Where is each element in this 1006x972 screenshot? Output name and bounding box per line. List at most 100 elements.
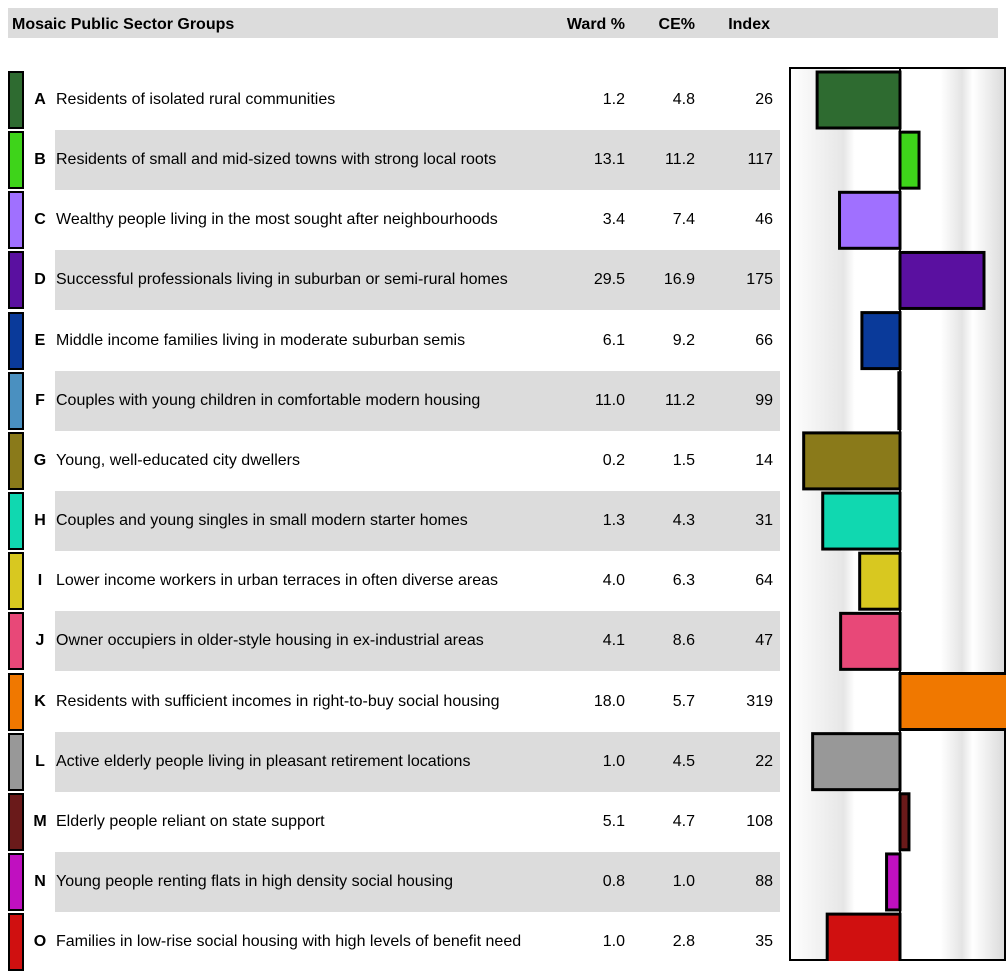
color-swatch [8,552,24,611]
row-description: Successful professionals living in subur… [56,250,546,310]
description-text: Couples with young children in comfortab… [56,391,481,409]
row-description: Lower income workers in urban terraces i… [56,551,546,611]
color-swatch [8,71,24,129]
ce-value: 9.2 [672,331,695,349]
bar [839,611,902,671]
bar [898,130,921,190]
row-description: Wealthy people living in the most sought… [56,190,546,250]
ward-value: 29.5 [593,271,625,289]
color-swatch [8,672,24,731]
index-value: 64 [755,572,773,590]
index-value: 31 [755,512,773,530]
row-letter: A [34,91,46,108]
index-value: 117 [747,151,773,169]
description-text: Residents of isolated rural communities [56,91,336,108]
row-letter: H [34,512,46,530]
row-band [55,370,780,431]
ce-value: 5.7 [672,692,695,710]
color-swatch [8,371,24,430]
index-value: 319 [746,692,773,710]
description-text: Couples and young singles in small moder… [56,512,468,530]
bar [898,672,1006,731]
row-description: Residents of isolated rural communities [56,70,546,130]
ward-value: 11.0 [595,391,625,409]
row-description: Young, well-educated city dwellers [56,431,546,491]
row-band [55,491,780,552]
description-text: Families in low-rise social housing with… [56,933,522,951]
description-text: Lower income workers in urban terraces i… [56,572,498,590]
ward-value: 6.1 [602,331,625,349]
ce-value: 7.4 [672,211,695,229]
column-header: Ward % [566,16,625,33]
column-header: CE% [658,16,695,33]
bar [815,70,902,130]
row-letter: J [35,632,45,650]
row-description: Young people renting flats in high densi… [56,852,546,912]
ce-value: 16.9 [663,271,695,289]
ward-value: 1.0 [602,752,625,770]
ce-value: 4.5 [672,752,695,770]
ce-value: 11.2 [665,391,695,409]
description-text: Middle income families living in moderat… [56,331,466,349]
color-swatch [8,612,24,671]
column-header: Index [728,16,770,33]
color-swatch [8,852,24,911]
description-text: Young people renting flats in high densi… [56,872,454,890]
row-description: Middle income families living in moderat… [56,311,546,371]
index-value: 88 [755,872,773,890]
row-description: Active elderly people living in pleasant… [56,732,546,792]
row-letter: N [34,872,46,890]
bar [885,852,902,912]
ward-value: 4.1 [602,632,625,650]
bar [838,190,902,250]
row-band [55,611,780,672]
row-description: Owner occupiers in older-style housing i… [56,611,546,671]
ward-value: 0.2 [602,451,625,469]
color-swatch [8,131,24,190]
bar [825,912,902,961]
row-description: Couples and young singles in small moder… [56,491,546,551]
index-value: 22 [755,752,773,770]
row-letter: L [35,752,45,770]
ce-value: 11.2 [665,151,695,169]
bar [802,431,902,491]
color-swatch [8,492,24,551]
row-description: Couples with young children in comfortab… [56,371,546,431]
description-text: Elderly people reliant on state support [56,812,325,830]
row-letter: F [35,391,45,409]
row-letter: B [34,151,46,169]
index-value: 66 [755,331,773,349]
index-value: 99 [755,391,773,409]
index-value: 35 [755,933,773,951]
header-title: Mosaic Public Sector Groups [12,16,235,33]
ward-value: 4.0 [602,572,625,590]
row-description: Residents of small and mid-sized towns w… [56,130,546,190]
bar [898,250,986,310]
color-swatch [8,191,24,250]
ce-value: 8.6 [672,632,695,650]
ward-value: 13.1 [593,151,625,169]
bar [811,732,902,792]
ward-value: 0.8 [602,872,625,890]
color-swatch [8,431,24,490]
ce-value: 1.5 [672,451,695,469]
bar [821,491,902,551]
row-band [55,851,780,912]
row-letter: E [34,331,46,349]
color-swatch [8,251,24,310]
ce-value: 6.3 [672,572,695,590]
row-letter: C [34,211,46,229]
description-text: Residents with sufficient incomes in rig… [56,692,500,710]
bar [898,792,911,852]
header-bar [8,8,998,38]
ward-value: 1.2 [602,91,625,108]
color-swatch [8,732,24,791]
index-value: 47 [755,632,773,650]
ward-value: 1.0 [602,933,625,951]
index-value: 46 [755,211,773,229]
row-band [55,250,780,311]
description-text: Owner occupiers in older-style housing i… [56,632,484,650]
ward-value: 5.1 [602,812,625,830]
